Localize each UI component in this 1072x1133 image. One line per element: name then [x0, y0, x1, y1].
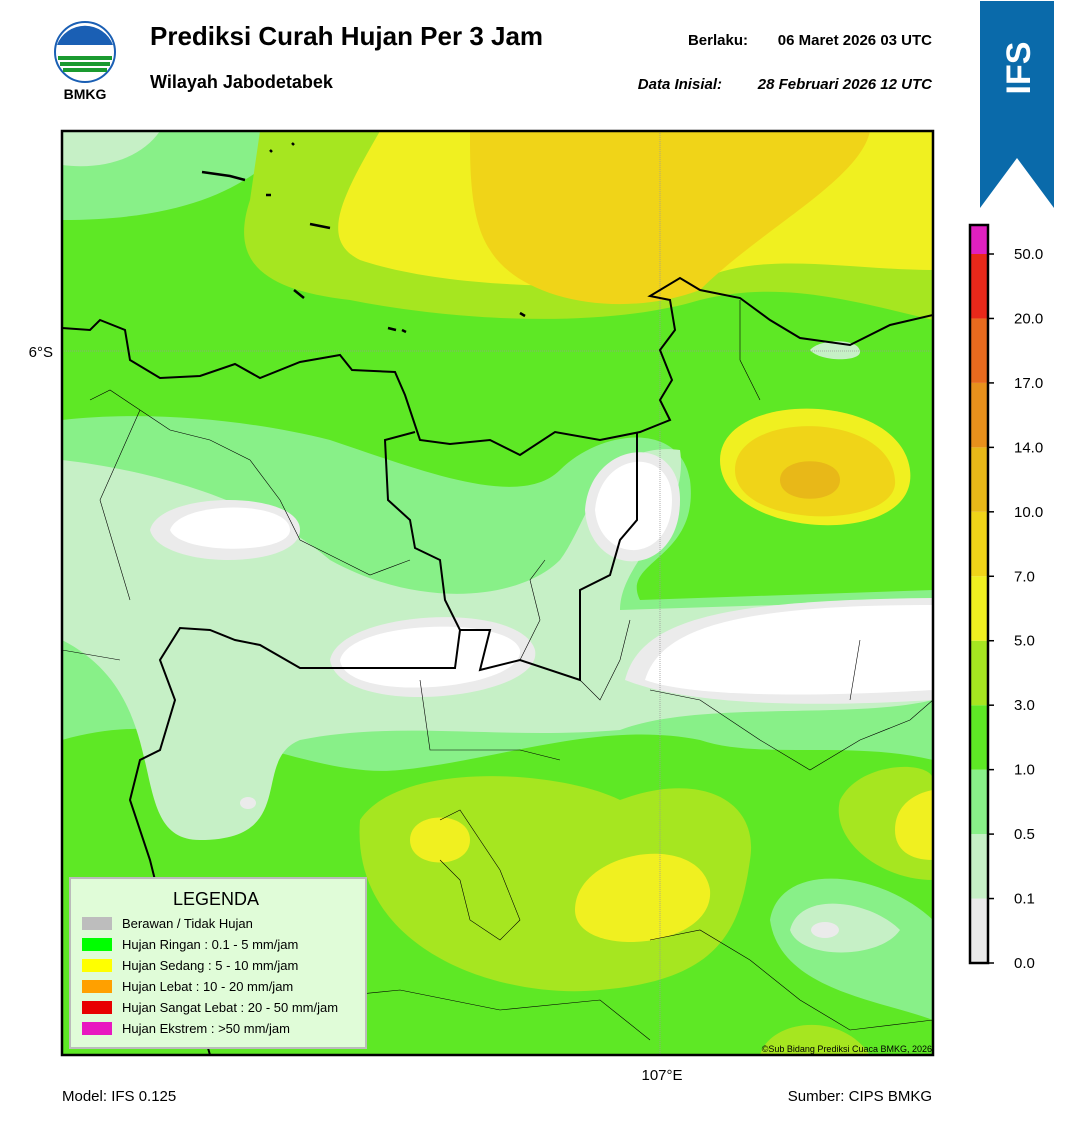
- legend: Berawan / Tidak Hujan Hujan Ringan : 0.1 …: [82, 916, 338, 1036]
- map: [62, 131, 933, 1055]
- colorbar-tick-label: 14.0: [1014, 439, 1043, 456]
- colorbar-tick-label: 5.0: [1014, 633, 1035, 650]
- colorbar-segment: [970, 318, 988, 383]
- legend-swatch: [82, 1022, 112, 1035]
- colorbar-segment: [970, 705, 988, 770]
- legend-title: LEGENDA: [173, 889, 259, 909]
- colorbar-tick-label: 0.5: [1014, 826, 1035, 843]
- title: Prediksi Curah Hujan Per 3 Jam: [150, 21, 543, 51]
- colorbar-segment: [970, 382, 988, 448]
- legend-swatch: [82, 938, 112, 951]
- lon-label: 107°E: [641, 1067, 682, 1084]
- legend-label: Hujan Sangat Lebat : 20 - 50 mm/jam: [122, 1000, 338, 1015]
- colorbar-tick-label: 0.1: [1014, 891, 1035, 908]
- valid-time: 06 Maret 2026 03 UTC: [778, 32, 932, 49]
- logo-text: BMKG: [64, 86, 107, 102]
- legend-label: Hujan Ringan : 0.1 - 5 mm/jam: [122, 937, 298, 952]
- colorbar-tick-label: 20.0: [1014, 310, 1043, 327]
- colorbar-segment: [970, 225, 988, 255]
- colorbar-tick-label: 50.0: [1014, 246, 1043, 263]
- legend-swatch: [82, 917, 112, 930]
- lat-label: 6°S: [29, 344, 53, 361]
- legend-label: Hujan Lebat : 10 - 20 mm/jam: [122, 979, 293, 994]
- colorbar-tick-label: 3.0: [1014, 697, 1035, 714]
- colorbar-tick-label: 17.0: [1014, 375, 1043, 392]
- subtitle: Wilayah Jabodetabek: [150, 72, 334, 92]
- badge-text: IFS: [1000, 42, 1038, 95]
- colorbar-segment: [970, 576, 988, 641]
- legend-swatch: [82, 959, 112, 972]
- colorbar-segment: [970, 640, 988, 706]
- colorbar-segment: [970, 447, 988, 512]
- logo: [54, 21, 116, 83]
- legend-box: [69, 877, 367, 1049]
- source: Sumber: CIPS BMKG: [788, 1088, 932, 1105]
- colorbar-tick-label: 7.0: [1014, 568, 1035, 585]
- colorbar-tick-label: 10.0: [1014, 504, 1043, 521]
- legend-label: Berawan / Tidak Hujan: [122, 916, 253, 931]
- colorbar-frame: [968, 223, 990, 965]
- init-time: 28 Februari 2026 12 UTC: [757, 76, 933, 93]
- model: Model: IFS 0.125: [62, 1088, 176, 1105]
- colorbar-segment: [970, 834, 988, 899]
- colorbar-segment: [970, 898, 988, 963]
- colorbar-segment: [970, 254, 988, 319]
- valid-label: Berlaku:: [688, 32, 748, 49]
- legend-label: Hujan Sedang : 5 - 10 mm/jam: [122, 958, 298, 973]
- map-frame: [60, 129, 935, 1057]
- colorbar-tick-label: 0.0: [1014, 955, 1035, 972]
- colorbar-segment: [970, 769, 988, 835]
- colorbar-segment: [970, 511, 988, 577]
- colorbar-tick-label: 1.0: [1014, 762, 1035, 779]
- badge: [980, 1, 1054, 208]
- init-label: Data Inisial:: [638, 76, 722, 93]
- legend-label: Hujan Ekstrem : >50 mm/jam: [122, 1021, 290, 1036]
- credit: ©Sub Bidang Prediksi Cuaca BMKG, 2026: [762, 1044, 932, 1054]
- legend-swatch: [82, 980, 112, 993]
- colorbar: 0.0 0.1 0.5 1.0 3.0 5.0 7.0 10.0 14.0 17.0 20.0 50.…: [968, 223, 1043, 972]
- legend-swatch: [82, 1001, 112, 1014]
